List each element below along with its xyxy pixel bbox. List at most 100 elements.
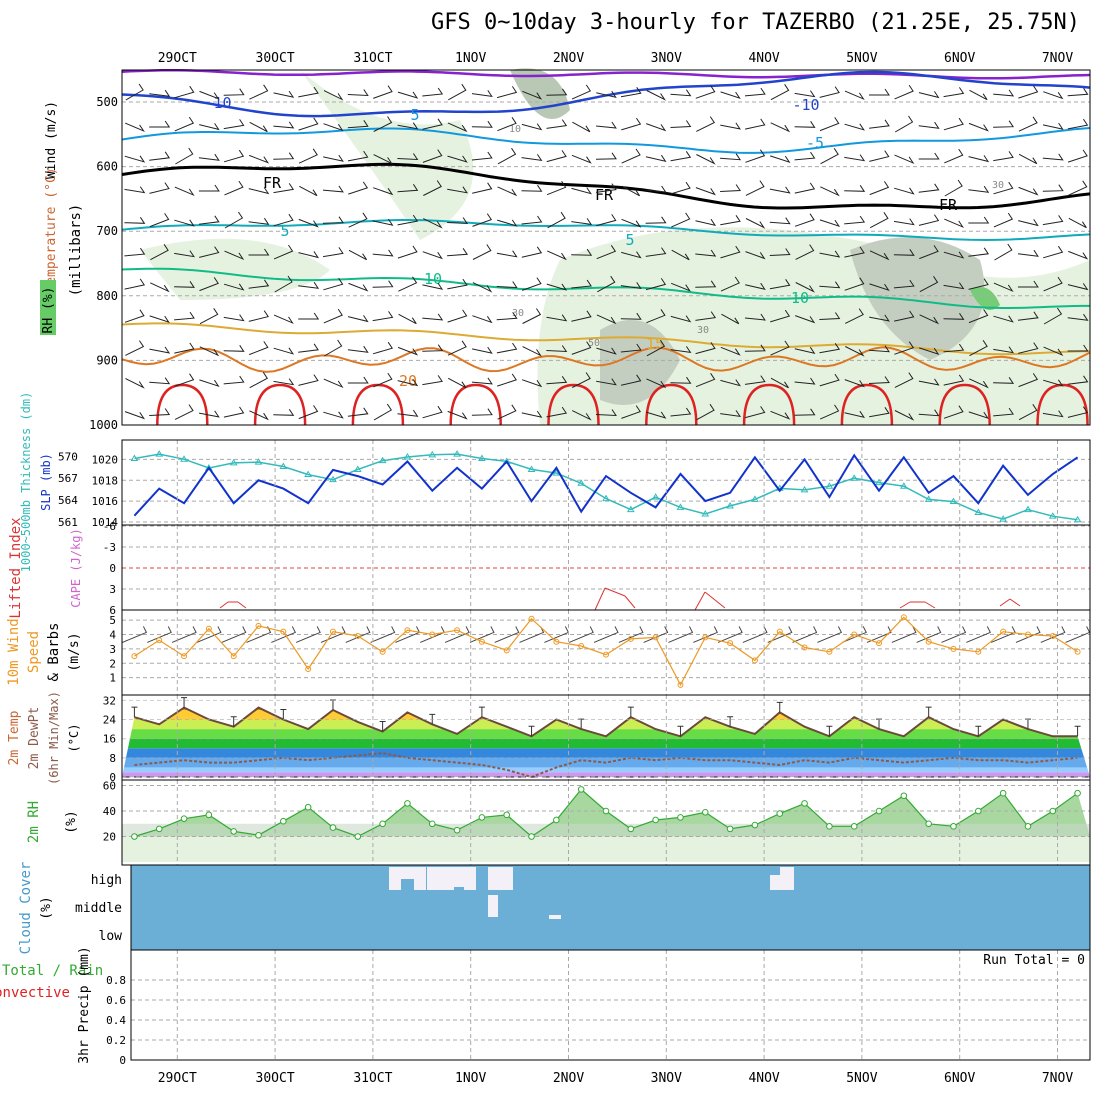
contour-label: 10 xyxy=(791,289,809,307)
wind-barb xyxy=(621,251,642,259)
wind-barb xyxy=(323,90,344,101)
rh-marker xyxy=(478,814,486,821)
minmax-bar xyxy=(230,716,237,727)
thickness-tick-label: 570 xyxy=(58,450,78,463)
li-line xyxy=(1009,598,1021,607)
wind-barb xyxy=(918,214,940,226)
wind-barb xyxy=(919,347,940,356)
wind-barb xyxy=(298,343,319,353)
wind-barb xyxy=(248,310,270,322)
wind-barb xyxy=(1043,276,1063,292)
minmax-bar xyxy=(627,706,634,718)
wind-barb xyxy=(347,376,369,384)
run-total-label: Run Total = 0 xyxy=(983,953,1085,968)
wind-barb xyxy=(124,247,146,257)
li-line xyxy=(899,601,911,609)
li-line xyxy=(714,599,726,609)
wind-barb-10m xyxy=(817,626,843,643)
wind-barb xyxy=(423,218,443,229)
wind-barb xyxy=(571,341,592,355)
top-date-label: 4NOV xyxy=(748,51,779,66)
cloud-gap xyxy=(549,915,561,919)
rh-marker xyxy=(131,833,138,840)
wind-barb xyxy=(174,311,195,321)
wind-barb xyxy=(273,213,294,227)
wind-barb xyxy=(322,185,344,193)
wind-barb xyxy=(1043,245,1064,259)
wind-barb xyxy=(670,315,692,323)
thickness-marker xyxy=(130,454,139,461)
wind-speed-marker xyxy=(429,631,436,638)
li-line xyxy=(924,601,936,609)
wind-barb xyxy=(373,187,394,196)
wind-speed-marker xyxy=(702,634,709,641)
wind-barb xyxy=(422,251,443,260)
dewpoint-line xyxy=(134,752,1078,779)
contour-label: -10 xyxy=(204,94,231,112)
wind-barb-10m xyxy=(395,626,421,643)
wind-barb xyxy=(497,219,518,227)
li-axis-label: Lifted Index xyxy=(8,517,24,618)
wind-barb xyxy=(943,87,965,98)
wind-barb xyxy=(397,214,419,226)
wind-barb xyxy=(521,277,542,291)
wind-barb xyxy=(745,251,766,260)
contour-label: FR xyxy=(939,196,958,214)
pressure-tick-label: 500 xyxy=(96,95,118,109)
cloud-gap xyxy=(427,867,454,890)
wind-speed-marker xyxy=(305,666,312,673)
precip-tick-label: 0 xyxy=(119,1054,126,1067)
wind-barb-10m xyxy=(618,626,644,643)
temp-tick-label: 24 xyxy=(103,714,117,727)
contour-25 xyxy=(1036,383,1089,426)
wind-barb xyxy=(919,314,940,325)
li-line xyxy=(694,591,706,611)
temp-line xyxy=(134,706,1078,738)
wind-barb xyxy=(372,218,394,226)
wind-barb xyxy=(1043,379,1064,387)
wind-barb xyxy=(298,251,320,259)
wind-barb xyxy=(546,345,568,353)
wind-barb xyxy=(844,410,866,418)
temp-band xyxy=(122,748,1090,758)
wind10-label3: & Barbs xyxy=(46,622,62,681)
thickness-marker xyxy=(527,465,536,472)
wind-barb xyxy=(620,87,642,98)
wind-barb xyxy=(695,85,716,99)
contour-label: 5 xyxy=(410,106,419,124)
wind-barb xyxy=(918,409,940,417)
bottom-date-label: 1NOV xyxy=(455,1071,486,1086)
contour-25 xyxy=(449,383,502,426)
wind-barb xyxy=(1018,85,1039,99)
top-date-label: 5NOV xyxy=(846,51,877,66)
wind-barb xyxy=(273,152,295,160)
wind-barb xyxy=(496,281,518,289)
wind-barb xyxy=(224,211,244,229)
wind-barb xyxy=(497,186,518,197)
wind-barb xyxy=(174,219,195,227)
wind-barb xyxy=(695,249,717,257)
wind-barb xyxy=(373,154,394,165)
wind-barb xyxy=(150,244,169,261)
temp-tick-label: 16 xyxy=(103,733,116,746)
wind-barb-10m xyxy=(767,626,793,643)
wind-barb xyxy=(645,278,667,291)
wind-barb xyxy=(769,217,791,225)
precip-tick-label: 0.6 xyxy=(106,994,126,1007)
thickness-marker xyxy=(825,482,834,489)
wind-barb xyxy=(199,277,219,292)
wind-barb xyxy=(521,246,543,258)
wind-barb xyxy=(596,245,617,260)
slp-tick-label: 1020 xyxy=(92,453,119,466)
wind-barb xyxy=(1042,184,1064,192)
chart-title: GFS 0~10day 3-hourly for TAZERBO (21.25E… xyxy=(430,10,1080,35)
wind-barb xyxy=(249,154,270,164)
wind-barb xyxy=(373,403,393,421)
cloud-level-label: middle xyxy=(75,901,122,916)
contour-25 xyxy=(156,383,209,426)
wind-tick-label: 3 xyxy=(109,643,116,656)
wind-barb xyxy=(323,247,344,258)
temp-band xyxy=(122,707,1090,710)
wind-barb xyxy=(472,282,493,293)
cloud-gap xyxy=(464,867,476,890)
